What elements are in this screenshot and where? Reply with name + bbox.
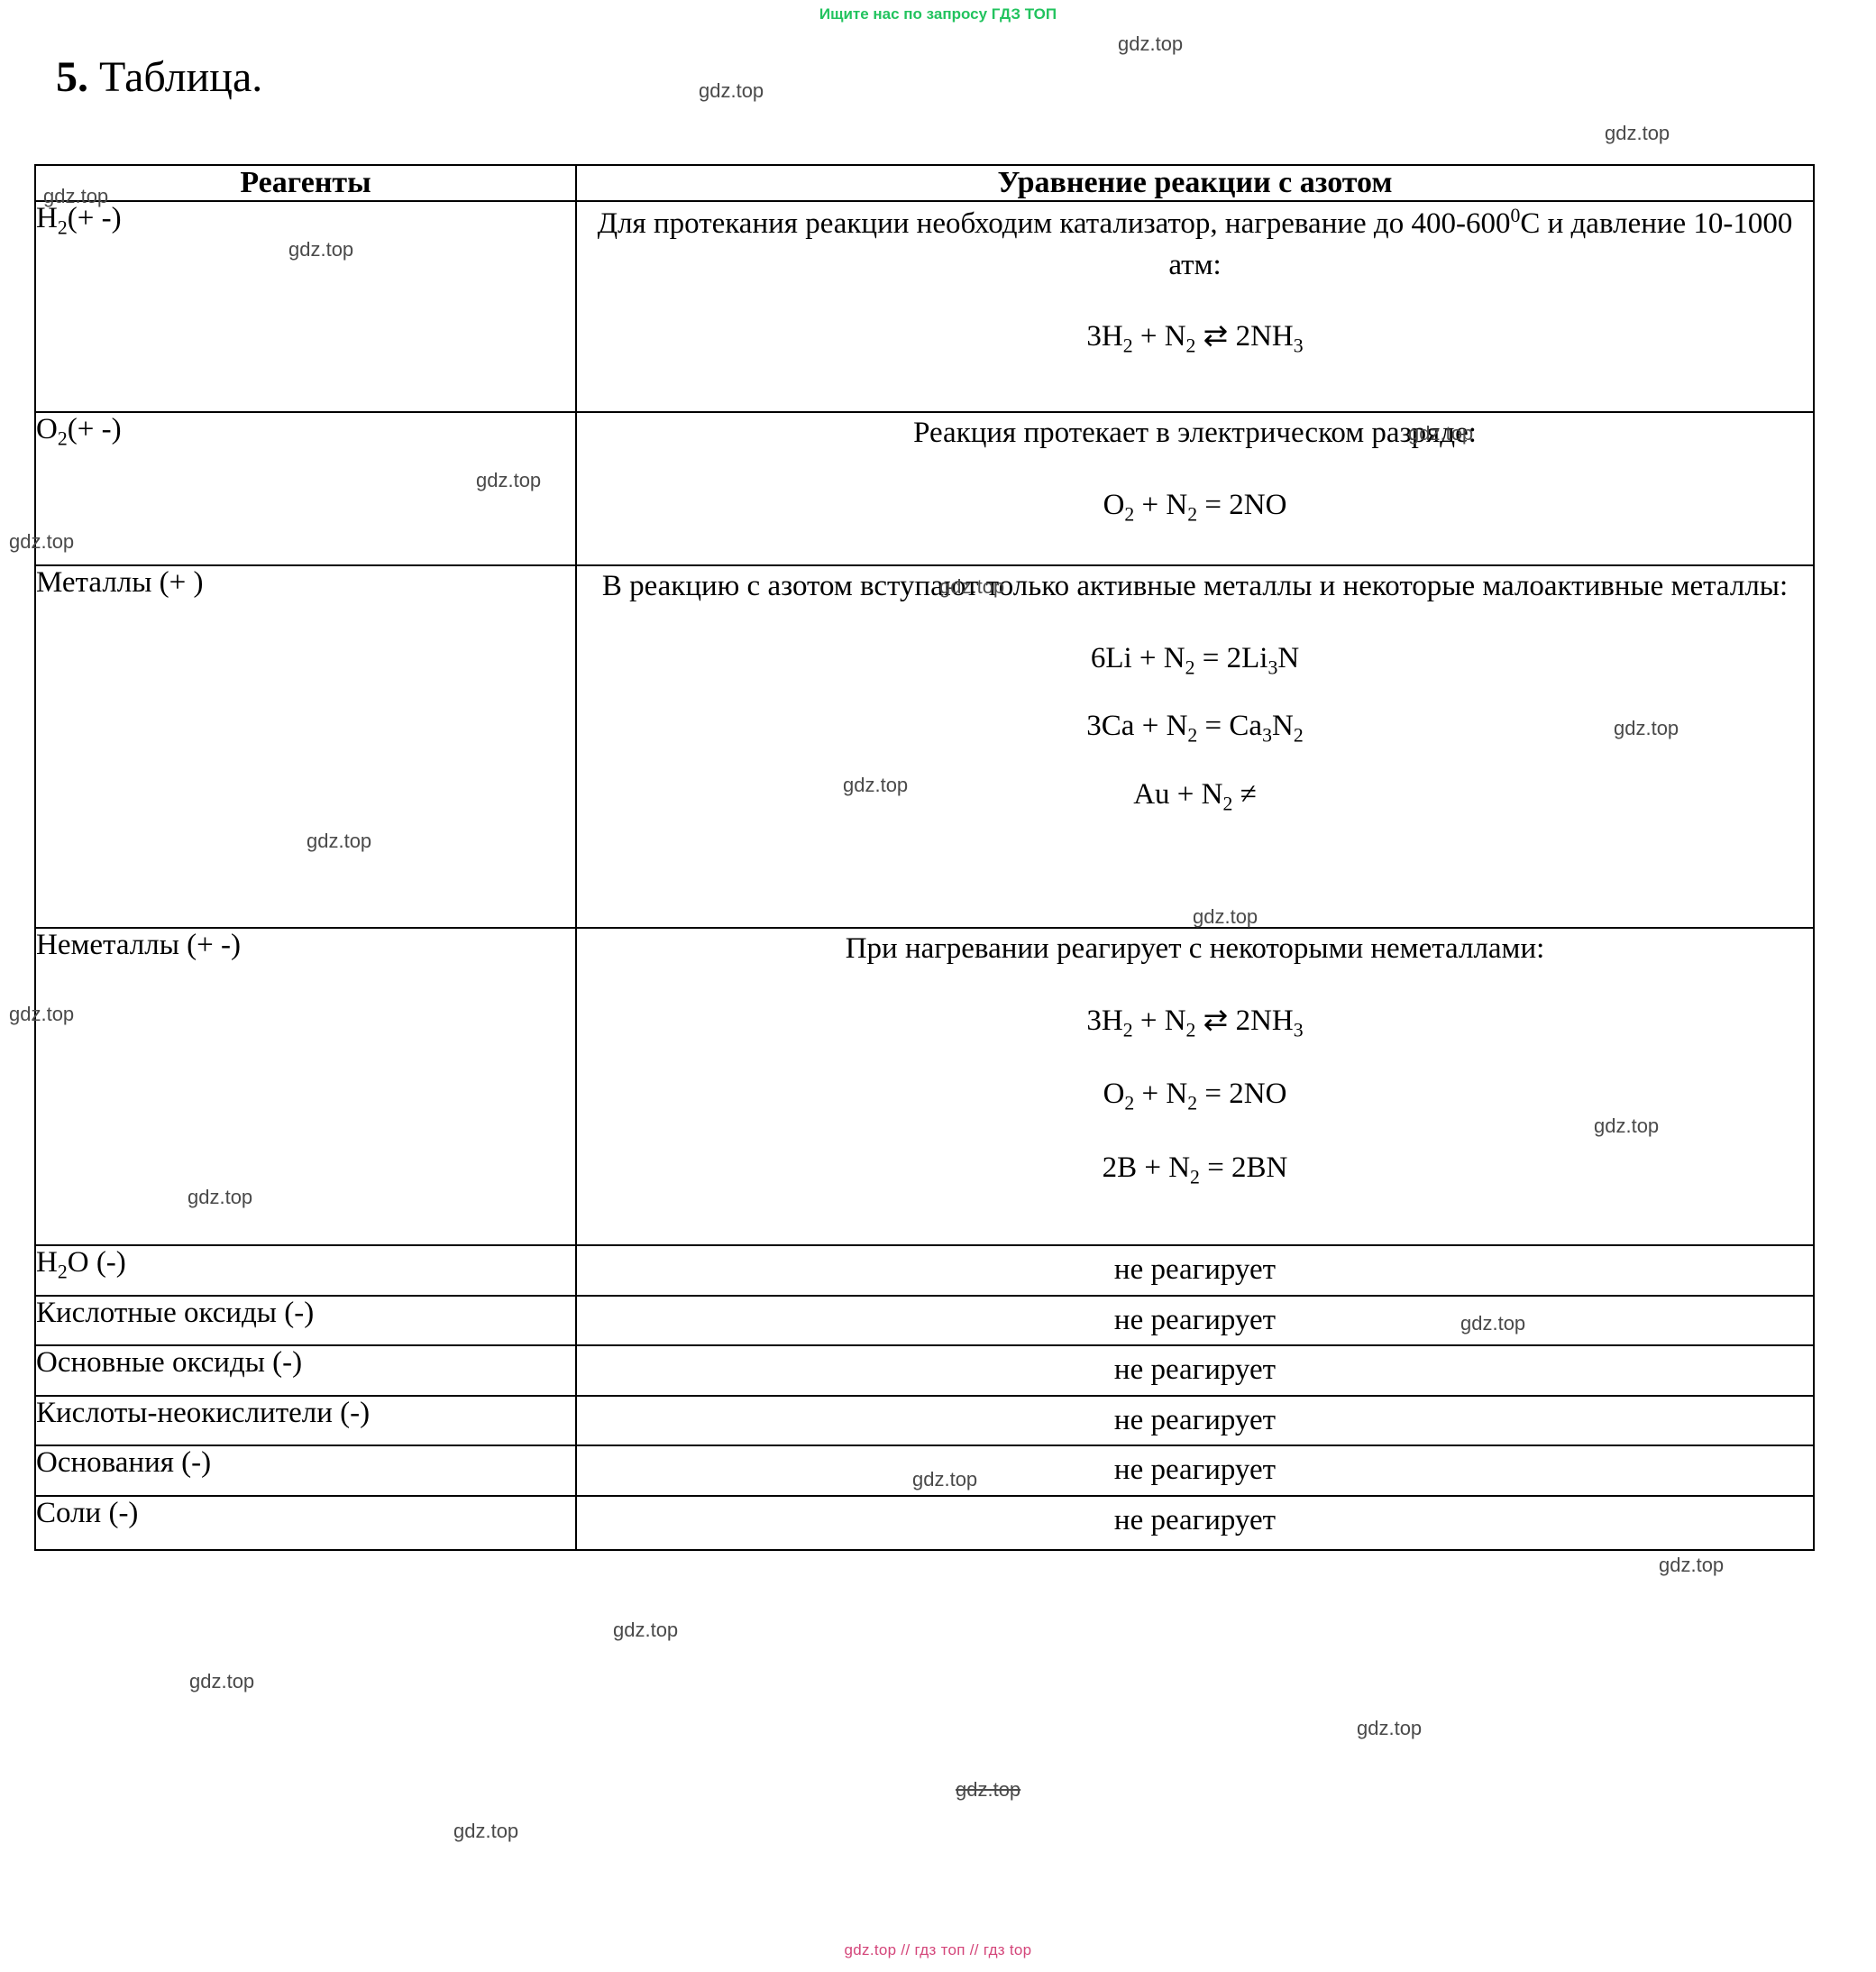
watermark-text: gdz.top bbox=[189, 1670, 255, 1692]
table-row: O2(+ -) Реакция протекает в электрическо… bbox=[34, 411, 1815, 566]
equation-cell: не реагирует bbox=[575, 1445, 1815, 1497]
reagent-label: O2(+ -) bbox=[36, 413, 122, 450]
table-row: Металлы (+ ) В реакцию с азотом вступают… bbox=[34, 564, 1815, 929]
equation-cell: не реагирует bbox=[575, 1394, 1815, 1447]
watermark-text: gdz.top bbox=[1659, 1554, 1725, 1576]
page-title-text: Таблица. bbox=[99, 53, 263, 101]
no-reaction-label: не реагирует bbox=[1113, 1303, 1277, 1336]
no-reaction-label: не реагирует bbox=[1113, 1454, 1277, 1487]
no-reaction-label: не реагирует bbox=[1113, 1253, 1277, 1286]
no-reaction-label: не реагирует bbox=[1113, 1353, 1277, 1387]
table-row: Основные оксиды (-) не реагирует bbox=[34, 1344, 1815, 1397]
equation-description: Для протекания реакции необходим катализ… bbox=[597, 205, 1793, 281]
reagent-cell: H2(+ -) bbox=[34, 200, 577, 413]
watermark-text: gdz.top bbox=[1605, 122, 1670, 144]
equation-description: В реакцию с азотом вступают только актив… bbox=[601, 570, 1789, 602]
reagent-cell: Кислоты-неокислители (-) bbox=[34, 1394, 577, 1447]
table-row: Неметаллы (+ -) При нагревании реагирует… bbox=[34, 927, 1815, 1246]
reagent-label: H2O (-) bbox=[36, 1246, 126, 1283]
watermark-text: gdz.top bbox=[1118, 32, 1184, 55]
watermark-text: gdz.top bbox=[956, 1778, 1021, 1801]
page-title: 5. Таблица. bbox=[56, 52, 262, 102]
reaction-table: Реагенты Уравнение реакции с азотом H2(+… bbox=[34, 164, 1815, 1551]
equation-formula: 3Ca + N2 = Ca3N2 bbox=[1086, 710, 1304, 747]
table-row: Кислотные оксиды (-) не реагирует bbox=[34, 1294, 1815, 1347]
watermark-text: gdz.top bbox=[699, 79, 764, 102]
table-row: Кислоты-неокислители (-) не реагирует bbox=[34, 1394, 1815, 1447]
equation-cell: Для протекания реакции необходим катализ… bbox=[575, 200, 1815, 413]
table-row: H2(+ -) Для протекания реакции необходим… bbox=[34, 200, 1815, 413]
equation-formula: 3H2 + N2 ⇄ 2NH3 bbox=[1086, 320, 1304, 357]
page-title-number: 5. bbox=[56, 53, 88, 101]
watermark-text: gdz.top bbox=[613, 1619, 679, 1641]
column-header-reagents: Реагенты bbox=[34, 164, 577, 202]
equation-formula: O2 + N2 = 2NO bbox=[1103, 488, 1287, 526]
no-reaction-label: не реагирует bbox=[1113, 1503, 1277, 1536]
footer-links: gdz.top // гдз топ // гдз top bbox=[844, 1941, 1032, 1958]
watermark-text: gdz.top bbox=[453, 1820, 519, 1842]
equation-cell: не реагирует bbox=[575, 1294, 1815, 1347]
equation-formula: 2B + N2 = 2BN bbox=[1102, 1151, 1288, 1188]
reagent-cell: Кислотные оксиды (-) bbox=[34, 1294, 577, 1347]
column-header-equation: Уравнение реакции с азотом bbox=[575, 164, 1815, 202]
equation-formula: 6Li + N2 = 2Li3N bbox=[1090, 641, 1300, 679]
reagent-label: Металлы (+ ) bbox=[36, 566, 204, 599]
reagent-cell: O2(+ -) bbox=[34, 411, 577, 566]
equation-formula: Au + N2 ≠ bbox=[1133, 777, 1257, 815]
equation-formula: O2 + N2 = 2NO bbox=[1103, 1078, 1287, 1114]
equation-cell: Реакция протекает в электрическом разряд… bbox=[575, 411, 1815, 566]
equation-description: При нагревании реагирует с некоторыми не… bbox=[845, 932, 1545, 965]
no-reaction-label: не реагирует bbox=[1113, 1403, 1277, 1436]
equation-description: Реакция протекает в электрическом разряд… bbox=[913, 417, 1477, 449]
reagent-cell: Основные оксиды (-) bbox=[34, 1344, 577, 1397]
equation-cell: не реагирует bbox=[575, 1344, 1815, 1397]
reagent-cell: Соли (-) bbox=[34, 1494, 577, 1551]
equation-formula: 3H2 + N2 ⇄ 2NH3 bbox=[1086, 1004, 1304, 1041]
reagent-label: Неметаллы (+ -) bbox=[36, 929, 241, 961]
equation-cell: не реагирует bbox=[575, 1494, 1815, 1551]
reagent-label: H2(+ -) bbox=[36, 202, 122, 239]
table-header-row: Реагенты Уравнение реакции с азотом bbox=[34, 164, 1815, 202]
promo-banner: Ищите нас по запросу ГДЗ ТОП bbox=[819, 5, 1057, 23]
table-row: H2O (-) не реагирует bbox=[34, 1244, 1815, 1297]
equation-cell: В реакцию с азотом вступают только актив… bbox=[575, 564, 1815, 929]
reagent-cell: Металлы (+ ) bbox=[34, 564, 577, 929]
table-row: Основания (-) не реагирует bbox=[34, 1445, 1815, 1497]
reagent-cell: H2O (-) bbox=[34, 1244, 577, 1297]
reagent-cell: Основания (-) bbox=[34, 1445, 577, 1497]
watermark-text: gdz.top bbox=[1357, 1717, 1423, 1739]
reagent-cell: Неметаллы (+ -) bbox=[34, 927, 577, 1246]
equation-cell: не реагирует bbox=[575, 1244, 1815, 1297]
table-row: Соли (-) не реагирует bbox=[34, 1494, 1815, 1551]
equation-cell: При нагревании реагирует с некоторыми не… bbox=[575, 927, 1815, 1246]
